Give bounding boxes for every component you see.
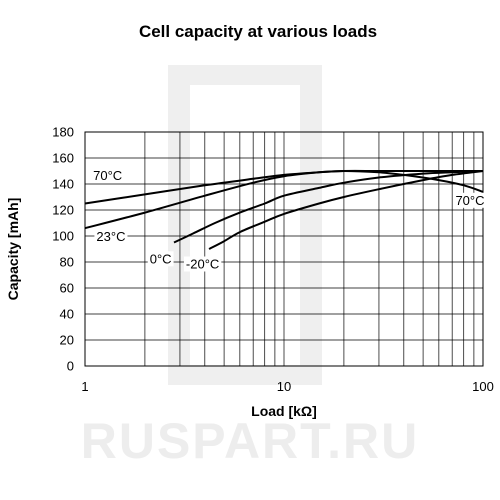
y-tick-label: 80 [60,255,74,270]
y-tick-label: 20 [60,333,74,348]
plot-frame [84,131,484,367]
series-lines [84,169,484,250]
watermark: RUSPART.RU [81,65,420,469]
y-tick-label: 120 [52,203,74,218]
series-annotation: -20°C [186,257,219,272]
watermark-bar-bottom [168,365,322,385]
series-line [208,170,484,250]
y-tick-label: 60 [60,281,74,296]
x-axis-ticks: 1 10 100 [81,379,493,394]
x-tick-label: 10 [277,379,291,394]
series-annotation-bg [147,251,174,267]
series-annotation: 70°C [455,193,484,208]
watermark-bar-top [168,65,322,85]
x-axis-label: Load [kΩ] [251,403,317,419]
watermark-text: RUSPART.RU [81,413,420,469]
y-tick-label: 180 [52,125,74,140]
watermark-bar-right [300,65,322,385]
x-tick-label: 1 [81,379,88,394]
chart-grid [84,131,483,367]
series-annotation-bg [183,256,222,272]
series-line [84,169,483,230]
y-axis-ticks: 0 20 40 60 80 100 120 140 160 180 [52,125,74,374]
series-line [173,170,484,244]
y-tick-label: 0 [67,359,74,374]
watermark-bar-left [168,65,190,385]
series-annotation: 0°C [150,251,172,266]
series-annotations: 70°C 23°C 0°C -20°C 70°C [91,168,487,272]
series-annotation-bg [91,168,125,184]
series-annotation: 23°C [96,229,125,244]
y-tick-label: 160 [52,151,74,166]
y-axis-label: Capacity [mAh] [5,198,21,301]
y-tick-label: 100 [52,229,74,244]
series-annotation-bg [453,192,487,208]
series-annotation-bg [94,229,128,245]
y-tick-label: 40 [60,307,74,322]
chart-title: Cell capacity at various loads [139,22,377,41]
y-tick-label: 140 [52,177,74,192]
series-annotation: 70°C [93,168,122,183]
x-tick-label: 100 [472,379,494,394]
